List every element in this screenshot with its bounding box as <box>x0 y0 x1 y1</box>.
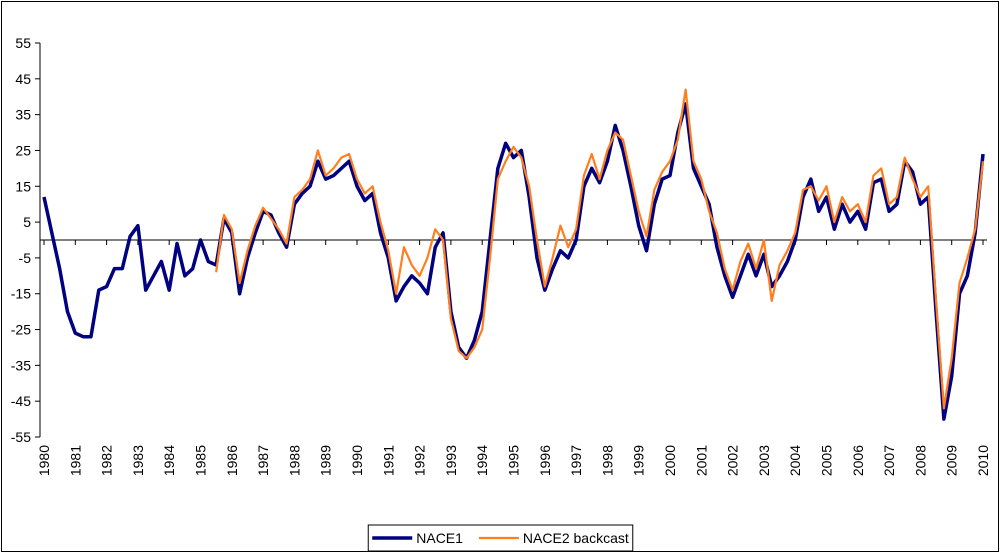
x-tick-label: 2008 <box>912 445 928 476</box>
y-tick-label: -5 <box>19 250 32 266</box>
legend-label: NACE1 <box>416 530 463 546</box>
series-line <box>215 88 985 410</box>
y-tick-label: 5 <box>23 214 31 230</box>
y-tick-label: -15 <box>11 286 31 302</box>
y-tick-label: 25 <box>15 142 31 158</box>
x-tick-label: 2009 <box>944 445 960 476</box>
x-tick-label: 1994 <box>474 445 490 476</box>
y-tick-label: 55 <box>15 35 31 51</box>
x-tick-label: 2004 <box>787 445 803 476</box>
x-tick-label: 1985 <box>193 445 209 476</box>
y-tick-label: -45 <box>11 393 31 409</box>
series-line <box>42 102 985 421</box>
legend: NACE1 NACE2 backcast <box>367 524 634 552</box>
x-tick-label: 1990 <box>349 445 365 476</box>
x-tick-label: 1996 <box>537 445 553 476</box>
x-tick-label: 2002 <box>725 445 741 476</box>
legend-item: NACE1 <box>372 530 463 546</box>
x-tick-label: 2000 <box>662 445 678 476</box>
x-tick-label: 1999 <box>631 445 647 476</box>
x-tick-label: 1991 <box>380 445 396 476</box>
x-tick-label: 2010 <box>975 445 991 476</box>
y-tick-label: -25 <box>11 322 31 338</box>
x-tick-label: 1989 <box>318 445 334 476</box>
y-tick-label: -55 <box>11 429 31 445</box>
x-tick-label: 1982 <box>99 445 115 476</box>
y-tick-label: 45 <box>15 71 31 87</box>
x-tick-label: 1980 <box>36 445 52 476</box>
x-tick-label: 2001 <box>693 445 709 476</box>
x-tick-label: 1993 <box>443 445 459 476</box>
x-tick-label: 2006 <box>850 445 866 476</box>
y-tick-label: 35 <box>15 107 31 123</box>
x-tick-label: 1992 <box>412 445 428 476</box>
legend-label: NACE2 backcast <box>523 530 629 546</box>
x-tick-label: 1986 <box>224 445 240 476</box>
x-tick-label: 1997 <box>568 445 584 476</box>
x-tick-label: 1987 <box>255 445 271 476</box>
legend-item: NACE2 backcast <box>478 530 629 546</box>
x-tick-label: 2003 <box>756 445 772 476</box>
x-tick-label: 1995 <box>506 445 522 476</box>
x-tick-label: 1984 <box>161 445 177 476</box>
y-tick-label: 15 <box>15 178 31 194</box>
x-tick-label: 2007 <box>881 445 897 476</box>
x-tick-label: 1998 <box>599 445 615 476</box>
y-tick-label: -35 <box>11 357 31 373</box>
x-tick-label: 1988 <box>286 445 302 476</box>
x-tick-label: 2005 <box>819 445 835 476</box>
x-tick-label: 1983 <box>130 445 146 476</box>
x-tick-label: 1981 <box>67 445 83 476</box>
